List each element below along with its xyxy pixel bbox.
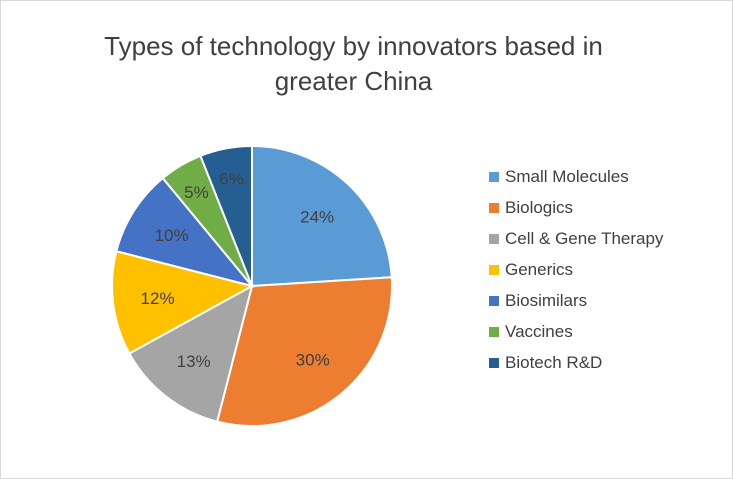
data-label: 12% [141, 289, 175, 308]
data-label: 13% [177, 352, 211, 371]
legend-swatch [489, 202, 499, 213]
legend-swatch [489, 326, 499, 337]
data-label: 10% [155, 226, 189, 245]
pie-slice-small-molecules [251, 144, 393, 288]
legend-item: Vaccines [489, 316, 663, 347]
data-label: 30% [296, 350, 330, 369]
pie-slice-biosimilars [115, 176, 255, 288]
data-label: 6% [219, 170, 244, 189]
legend-label: Biosimilars [505, 290, 588, 310]
chart-title-line-2: greater China [274, 66, 433, 96]
legend-swatch [489, 357, 499, 368]
data-label: 24% [300, 208, 334, 227]
legend: Small Molecules Biologics Cell & Gene Ther… [489, 161, 663, 378]
chart-title-line-1: Types of technology by innovators based … [104, 31, 603, 61]
chart-title: Types of technology by innovators based … [61, 29, 646, 99]
legend-swatch [489, 171, 499, 182]
pie-slice-cell-gene-therapy [127, 284, 254, 423]
legend-item: Cell & Gene Therapy [489, 223, 663, 254]
legend-item: Biosimilars [489, 285, 663, 316]
legend-swatch [489, 295, 499, 306]
legend-label: Generics [505, 259, 574, 279]
legend-label: Small Molecules [505, 166, 629, 186]
pie-slice-generics [111, 249, 255, 355]
pie-slice-biotech-r-d [199, 144, 253, 287]
legend-item: Small Molecules [489, 161, 663, 192]
pie-slice-biologics [215, 276, 393, 427]
legend-item: Generics [489, 254, 663, 285]
legend-swatch [489, 264, 499, 275]
legend-item: Biologics [489, 192, 663, 223]
legend-label: Cell & Gene Therapy [505, 228, 664, 248]
legend-label: Biologics [505, 197, 574, 217]
legend-swatch [489, 233, 499, 244]
legend-label: Vaccines [505, 321, 573, 341]
legend-label: Biotech R&D [505, 352, 603, 372]
legend-item: Biotech R&D [489, 347, 663, 378]
data-label: 5% [184, 183, 209, 202]
